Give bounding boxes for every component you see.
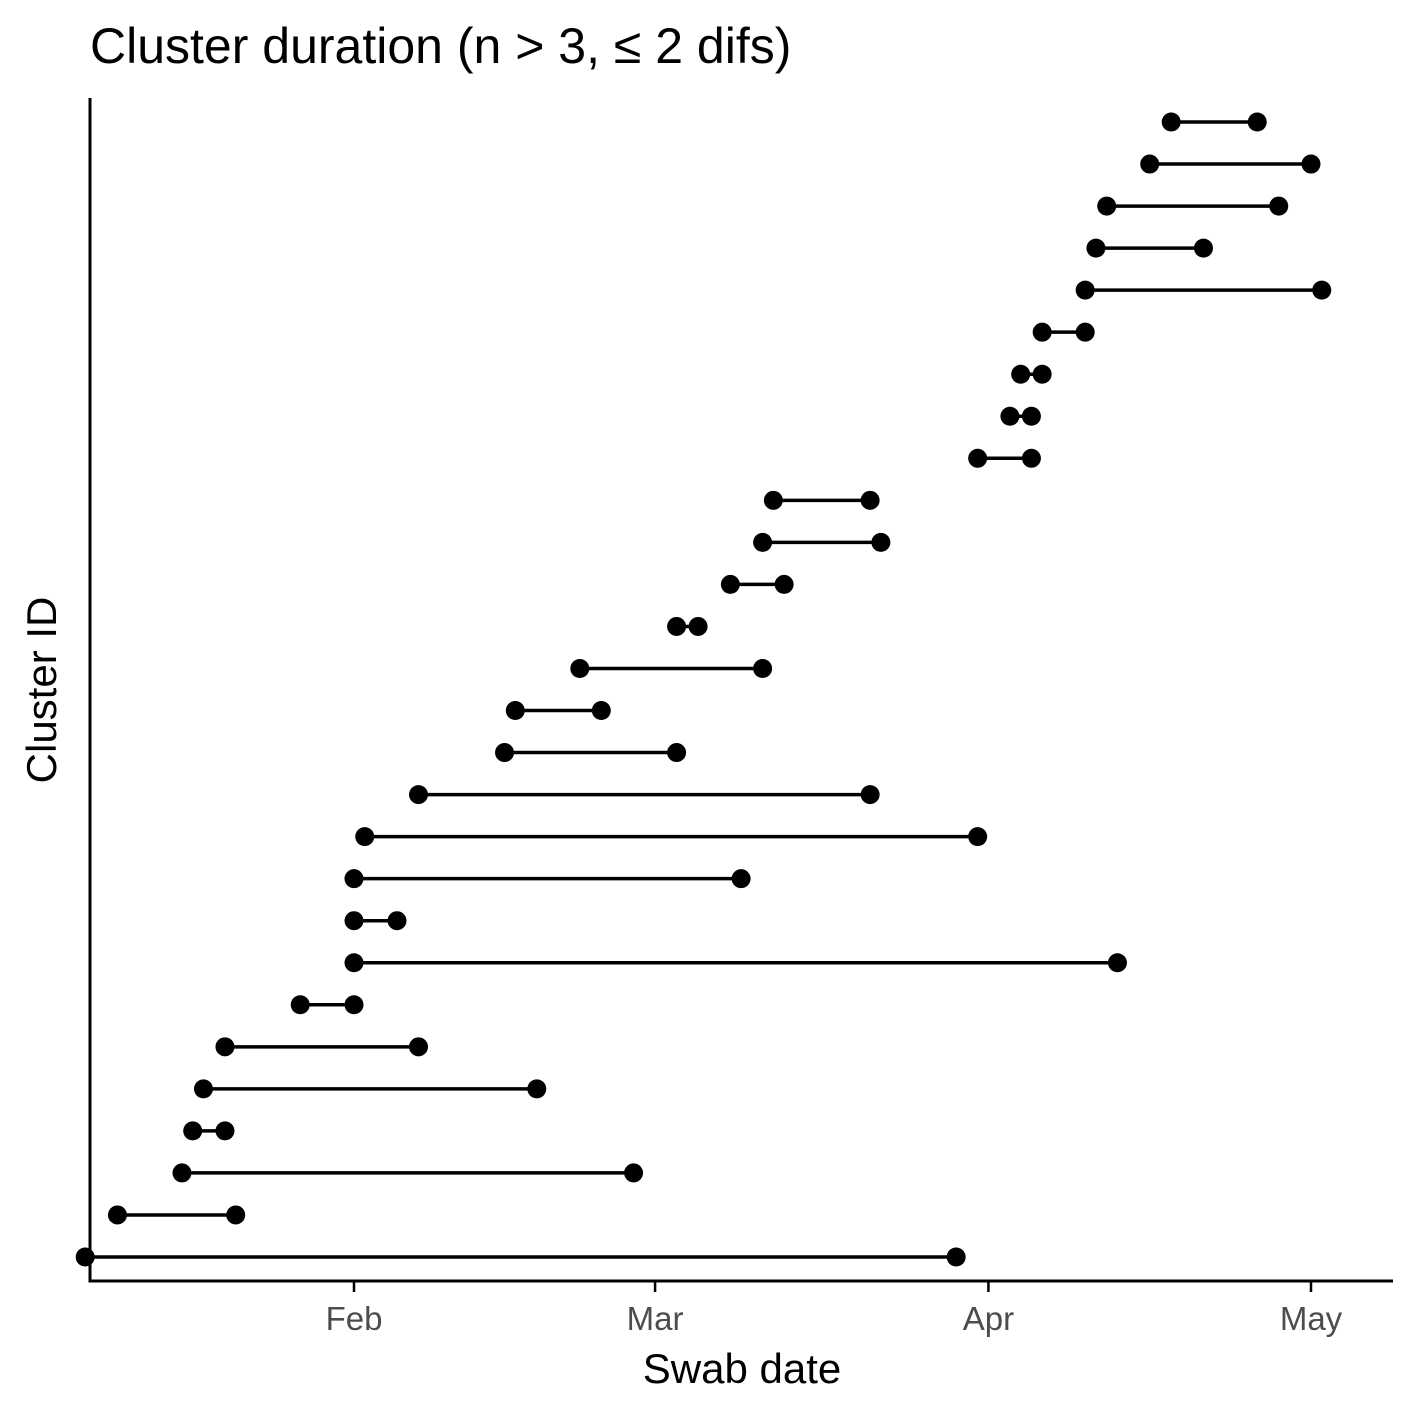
cluster-25-start-point [1086, 238, 1106, 258]
cluster-18 [753, 532, 891, 552]
chart-title: Cluster duration (n > 3, ≤ 2 difs) [90, 18, 791, 74]
cluster-8-start-point [344, 953, 364, 973]
cluster-27 [1140, 154, 1321, 174]
cluster-8 [344, 953, 1127, 973]
cluster-22-start-point [1011, 364, 1031, 384]
cluster-12 [409, 785, 880, 805]
cluster-13-start-point [495, 743, 515, 763]
cluster-8-end-point [1107, 953, 1127, 973]
cluster-17 [720, 574, 794, 594]
cluster-21-start-point [1000, 406, 1020, 426]
cluster-10 [344, 869, 751, 889]
cluster-18-end-point [871, 532, 891, 552]
cluster-2-start-point [107, 1205, 127, 1225]
cluster-19-start-point [763, 490, 783, 510]
cluster-20-end-point [1021, 448, 1041, 468]
cluster-20 [968, 448, 1041, 468]
cluster-18-start-point [753, 532, 773, 552]
cluster-6 [215, 1037, 429, 1057]
x-tick-label-may: May [1280, 1300, 1343, 1337]
cluster-26-start-point [1097, 196, 1117, 216]
cluster-24-end-point [1312, 280, 1332, 300]
cluster-10-end-point [731, 869, 751, 889]
cluster-13-end-point [667, 743, 687, 763]
cluster-28-end-point [1247, 112, 1267, 132]
cluster-19-end-point [860, 490, 880, 510]
cluster-22 [1011, 364, 1052, 384]
cluster-23-end-point [1075, 322, 1095, 342]
cluster-25 [1086, 238, 1213, 258]
cluster-22-end-point [1032, 364, 1052, 384]
cluster-7-end-point [344, 995, 364, 1015]
cluster-11-end-point [968, 827, 988, 847]
cluster-14-start-point [505, 701, 525, 721]
cluster-7 [290, 995, 364, 1015]
cluster-17-end-point [774, 574, 794, 594]
cluster-3-start-point [172, 1163, 192, 1183]
cluster-6-start-point [215, 1037, 235, 1057]
cluster-19 [763, 490, 880, 510]
cluster-5 [193, 1079, 547, 1099]
cluster-26-end-point [1269, 196, 1289, 216]
plot-marks [75, 112, 1332, 1267]
y-axis-title: Cluster ID [18, 597, 65, 784]
cluster-9-end-point [387, 911, 407, 931]
cluster-7-start-point [290, 995, 310, 1015]
cluster-12-end-point [860, 785, 880, 805]
cluster-15 [570, 658, 773, 678]
cluster-24 [1075, 280, 1332, 300]
cluster-21-end-point [1021, 406, 1041, 426]
cluster-1-start-point [75, 1247, 95, 1267]
cluster-13 [495, 743, 687, 763]
cluster-1-end-point [946, 1247, 966, 1267]
cluster-15-start-point [570, 658, 590, 678]
cluster-21 [1000, 406, 1041, 426]
cluster-4 [183, 1121, 235, 1141]
cluster-11-start-point [355, 827, 375, 847]
cluster-26 [1097, 196, 1289, 216]
cluster-17-start-point [720, 574, 740, 594]
cluster-9 [344, 911, 407, 931]
cluster-4-start-point [183, 1121, 203, 1141]
cluster-4-end-point [215, 1121, 235, 1141]
x-tick-label-feb: Feb [326, 1300, 383, 1337]
cluster-1 [75, 1247, 966, 1267]
cluster-27-start-point [1140, 154, 1160, 174]
cluster-3-end-point [624, 1163, 644, 1183]
cluster-15-end-point [753, 658, 773, 678]
x-axis-title: Swab date [643, 1345, 841, 1392]
cluster-20-start-point [968, 448, 988, 468]
cluster-2 [107, 1205, 246, 1225]
cluster-24-start-point [1075, 280, 1095, 300]
cluster-11 [355, 827, 988, 847]
cluster-14 [505, 701, 611, 721]
cluster-14-end-point [591, 701, 611, 721]
cluster-3 [172, 1163, 644, 1183]
cluster-12-start-point [409, 785, 429, 805]
cluster-28-start-point [1161, 112, 1181, 132]
cluster-27-end-point [1301, 154, 1321, 174]
cluster-9-start-point [344, 911, 364, 931]
cluster-28 [1161, 112, 1267, 132]
cluster-16-end-point [688, 616, 708, 636]
cluster-23 [1032, 322, 1095, 342]
cluster-2-end-point [226, 1205, 246, 1225]
x-axis-ticks: Feb Mar Apr May [326, 1282, 1343, 1337]
cluster-23-start-point [1032, 322, 1052, 342]
cluster-10-start-point [344, 869, 364, 889]
x-tick-label-mar: Mar [627, 1300, 684, 1337]
cluster-5-end-point [527, 1079, 547, 1099]
cluster-25-end-point [1193, 238, 1213, 258]
cluster-16-start-point [667, 616, 687, 636]
x-tick-label-apr: Apr [963, 1300, 1014, 1337]
cluster-5-start-point [193, 1079, 213, 1099]
cluster-16 [667, 616, 708, 636]
cluster-6-end-point [409, 1037, 429, 1057]
